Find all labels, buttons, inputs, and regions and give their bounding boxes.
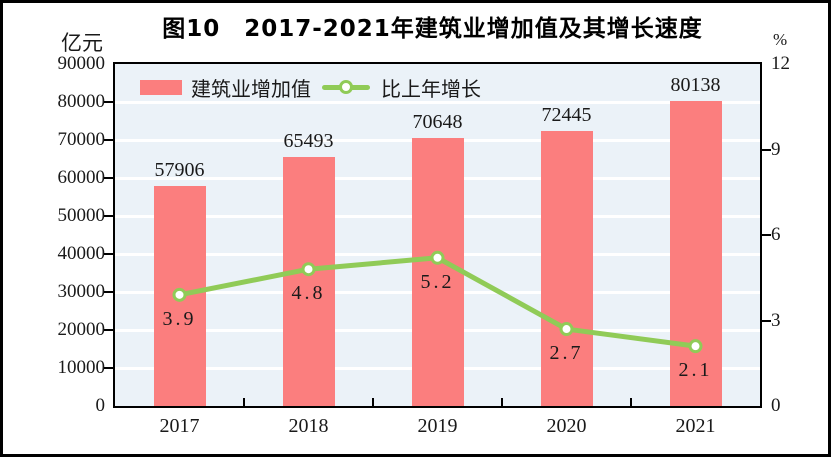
bar-value-label: 80138: [670, 74, 721, 97]
bar-value-label: 57906: [154, 158, 205, 181]
line-point-marker: [172, 287, 187, 302]
x-axis-tick: [630, 398, 632, 406]
right-axis-tick-label: 12: [771, 53, 790, 74]
bar: [282, 157, 335, 406]
right-axis-tick-label: 6: [771, 224, 781, 245]
bar: [540, 130, 593, 406]
left-axis-tick: [104, 215, 113, 217]
left-axis-tick: [104, 329, 113, 331]
left-axis-tick-label: 10000: [57, 357, 106, 378]
bar-value-label: 65493: [283, 130, 334, 153]
bar: [669, 101, 722, 406]
line-point-marker: [430, 250, 445, 265]
bar-value-label: 72445: [541, 103, 592, 126]
right-axis-tick-label: 9: [771, 138, 781, 160]
left-axis-tick: [104, 101, 113, 103]
line-series-swatch-icon: [322, 80, 370, 94]
left-axis-tick-label: 70000: [57, 129, 106, 150]
line-point-marker: [559, 322, 574, 337]
growth-line-chart: [172, 250, 703, 354]
right-axis-tick-label: 0: [771, 395, 781, 416]
line-series-label: 比上年增长: [381, 78, 481, 101]
left-axis-tick-label: 40000: [57, 243, 106, 264]
bar-value-label: 70648: [412, 110, 463, 133]
bar: [411, 137, 464, 406]
line-value-label: 2.7: [549, 342, 584, 365]
left-axis-tick: [104, 139, 113, 141]
line-value-label: 5.2: [420, 270, 455, 293]
right-axis-tick: [762, 234, 771, 236]
left-axis-tick: [104, 253, 113, 255]
left-axis-tick-label: 30000: [57, 281, 106, 302]
line-value-label: 2.1: [678, 359, 713, 382]
left-axis-tick-label: 50000: [57, 205, 106, 226]
left-axis-tick: [104, 291, 113, 293]
left-axis-tick: [104, 367, 113, 369]
right-axis-tick: [762, 148, 771, 151]
x-axis-tick: [243, 398, 245, 406]
left-axis-tick-label: 20000: [57, 319, 106, 340]
line-point-marker: [301, 262, 316, 277]
x-axis-label: 2019: [417, 415, 458, 437]
left-axis-tick-label: 0: [95, 395, 106, 416]
left-axis-tick-label: 90000: [57, 53, 106, 74]
left-axis-tick-label: 80000: [57, 91, 106, 112]
gridline: [115, 100, 760, 104]
x-axis-label: 2021: [675, 415, 716, 437]
right-axis-unit: %: [773, 30, 788, 49]
line-series-marker-icon: [339, 80, 353, 94]
x-axis-tick: [501, 398, 503, 406]
bar-series-swatch-icon: [140, 79, 182, 95]
right-axis-tick-label: 3: [771, 309, 781, 331]
chart-title: 图10 2017-2021年建筑业增加值及其增长速度: [162, 16, 703, 42]
legend: 建筑业增加值 比上年增长: [140, 75, 481, 101]
x-axis-label: 2020: [546, 415, 587, 437]
left-axis-tick-label: 60000: [57, 167, 106, 188]
line-value-label: 3.9: [162, 307, 197, 330]
line-point-marker: [688, 339, 703, 354]
right-axis-tick: [762, 319, 771, 322]
line-value-label: 4.8: [291, 282, 326, 305]
left-axis-tick: [104, 177, 113, 179]
x-axis-tick: [372, 398, 374, 406]
x-axis-label: 2017: [159, 415, 200, 437]
x-axis-label: 2018: [288, 415, 329, 437]
bar-series-label: 建筑业增加值: [191, 78, 311, 101]
plot-area: 57906 65493 70648 72445 80138 3.9 4.8 5.2 2.7 2.1: [113, 62, 762, 408]
left-axis-unit: 亿元: [61, 31, 103, 55]
